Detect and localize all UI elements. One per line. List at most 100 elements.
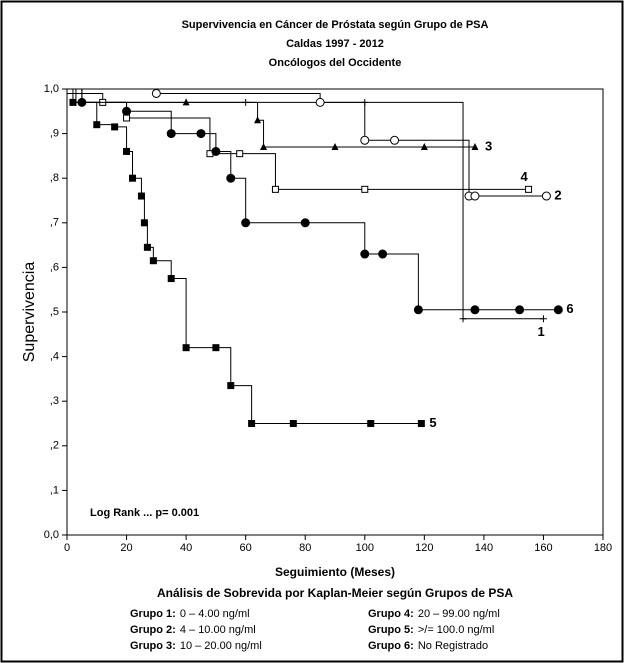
y-tick-label: ,9 <box>50 128 59 140</box>
marker <box>137 192 145 200</box>
marker <box>241 218 251 228</box>
marker <box>541 191 551 201</box>
marker <box>140 219 148 227</box>
marker <box>470 191 480 201</box>
marker <box>515 305 525 315</box>
marker <box>367 420 375 427</box>
marker <box>413 305 423 315</box>
y-axis-label: Supervivencia <box>21 262 38 363</box>
marker <box>417 420 425 427</box>
series-end-label: 5 <box>429 415 436 430</box>
marker <box>459 315 467 323</box>
chart-subtitle: Caldas 1997 - 2012 <box>286 38 384 50</box>
marker <box>420 142 428 150</box>
y-tick-label: ,2 <box>50 440 59 452</box>
series-end-label: 3 <box>485 138 492 153</box>
x-tick-label: 180 <box>594 542 612 554</box>
marker <box>360 249 370 259</box>
x-tick-label: 100 <box>356 542 374 554</box>
marker <box>361 185 369 193</box>
x-tick-label: 160 <box>534 542 552 554</box>
marker <box>539 315 547 323</box>
legend-entry: Grupo 2: 4 – 10.00 ng/ml <box>130 624 256 636</box>
legend-title: Análisis de Sobrevida por Kaplan-Meier s… <box>157 586 513 600</box>
marker <box>300 218 310 228</box>
marker <box>254 116 262 124</box>
marker <box>390 135 400 145</box>
marker <box>227 382 235 390</box>
marker <box>236 150 244 158</box>
series-end-label: 6 <box>566 301 573 316</box>
legend-name: Grupo 2: <box>130 624 176 636</box>
legend-name: Grupo 4: <box>368 608 414 620</box>
legend-range: 10 – 20.00 ng/ml <box>180 640 262 652</box>
marker <box>182 98 190 106</box>
marker <box>212 344 220 352</box>
marker <box>525 185 533 193</box>
marker <box>129 174 137 182</box>
x-tick-label: 140 <box>475 542 493 554</box>
marker <box>248 420 256 427</box>
marker <box>331 142 339 150</box>
series-end-label: 2 <box>554 187 561 202</box>
marker <box>149 257 157 265</box>
legend-range: 4 – 10.00 ng/ml <box>180 624 256 636</box>
marker <box>553 305 563 315</box>
survival-line <box>67 92 529 190</box>
series-end-label: 4 <box>521 169 529 184</box>
legend-range: No Registrado <box>418 640 488 652</box>
marker <box>69 98 77 106</box>
marker <box>211 146 221 156</box>
marker <box>93 121 101 129</box>
marker <box>470 305 480 315</box>
y-tick-label: ,3 <box>50 395 59 407</box>
y-tick-label: ,8 <box>50 172 59 184</box>
series-end-label: 1 <box>537 324 544 339</box>
marker <box>196 129 206 139</box>
x-axis-label: Seguimiento (Meses) <box>275 565 395 579</box>
marker <box>315 97 325 107</box>
legend-entry: Grupo 4: 20 – 99.00 ng/ml <box>368 608 500 620</box>
x-tick-label: 40 <box>180 542 192 554</box>
legend-name: Grupo 5: <box>368 624 414 636</box>
marker <box>77 97 87 107</box>
y-tick-label: ,4 <box>50 351 59 363</box>
legend-name: Grupo 1: <box>130 608 176 620</box>
x-tick-label: 120 <box>415 542 433 554</box>
legend-entry: Grupo 3: 10 – 20.00 ng/ml <box>130 640 262 652</box>
marker <box>260 142 268 150</box>
marker <box>123 147 131 155</box>
x-tick-label: 80 <box>299 542 311 554</box>
legend-range: >/= 100.0 ng/ml <box>418 624 494 636</box>
marker <box>182 344 190 352</box>
marker <box>378 249 388 259</box>
y-tick-label: 0,0 <box>44 529 59 541</box>
y-tick-label: ,1 <box>50 484 59 496</box>
legend-name: Grupo 6: <box>368 640 414 652</box>
marker <box>151 88 161 98</box>
legend-entry: Grupo 6: No Registrado <box>368 640 488 652</box>
legend-range: 20 – 99.00 ng/ml <box>418 608 500 620</box>
x-tick-label: 20 <box>120 542 132 554</box>
marker <box>226 173 236 183</box>
marker <box>123 114 131 122</box>
marker <box>111 123 119 131</box>
marker <box>289 420 297 427</box>
y-tick-label: ,7 <box>50 217 59 229</box>
marker <box>122 106 132 116</box>
survival-line <box>67 88 547 197</box>
marker <box>471 142 479 150</box>
y-tick-label: ,5 <box>50 306 59 318</box>
annotation: Log Rank ... p= 0.001 <box>90 507 199 519</box>
legend-entry: Grupo 1: 0 – 4.00 ng/ml <box>130 608 250 620</box>
marker <box>167 275 175 283</box>
y-tick-label: 1,0 <box>44 83 59 95</box>
legend-entry: Grupo 5: >/= 100.0 ng/ml <box>368 624 494 636</box>
chart-title: Supervivencia en Cáncer de Próstata segú… <box>182 19 489 31</box>
marker <box>166 129 176 139</box>
marker <box>271 185 279 193</box>
x-tick-label: 0 <box>64 542 70 554</box>
survival-line <box>67 88 544 320</box>
